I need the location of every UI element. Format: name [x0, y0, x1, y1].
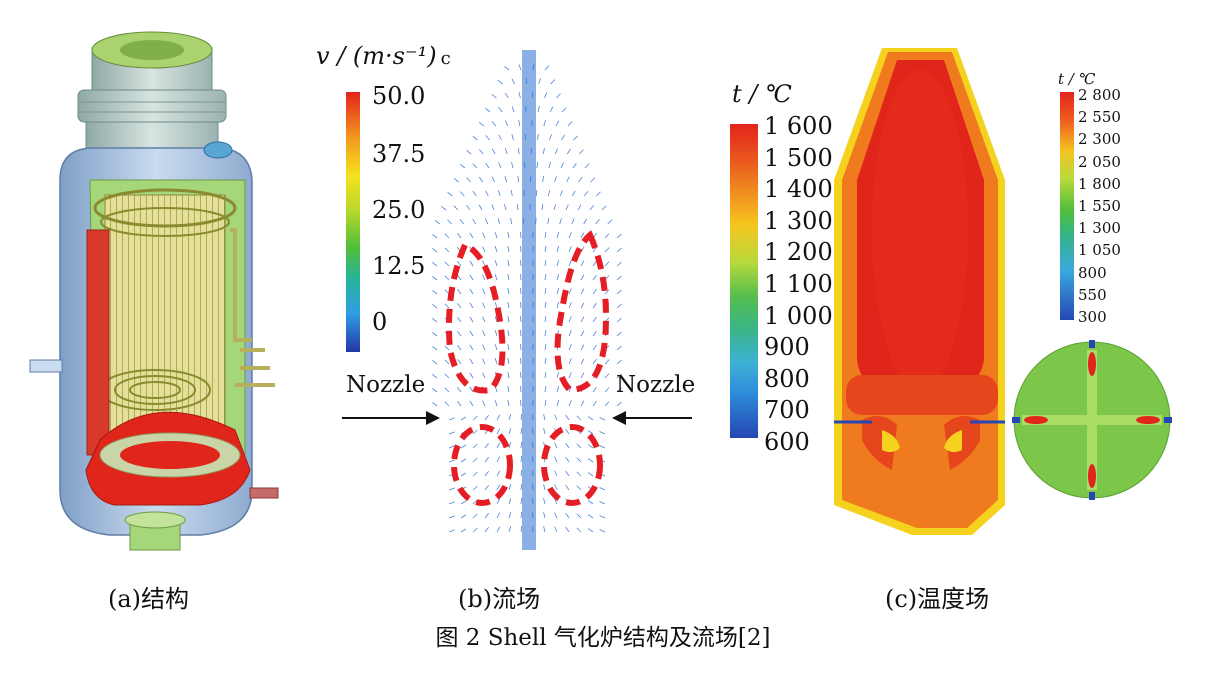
temperature-contour [834, 48, 1172, 535]
temp-main-tick-4: 1 200 [764, 238, 833, 267]
temp-small-colorbar [1060, 92, 1074, 320]
temp-main-tick-9: 700 [764, 396, 810, 425]
temp-main-tick-8: 800 [764, 364, 810, 393]
velocity-tick-4: 0 [372, 308, 388, 336]
velocity-colorbar [346, 92, 360, 352]
gasifier-structure-illustration [29, 31, 279, 551]
temp-main-tick-1: 1 500 [764, 143, 833, 172]
nozzle-label-left: Nozzle [346, 372, 426, 398]
temp-main-tick-10: 600 [764, 428, 810, 456]
velocity-tick-2: 25.0 [372, 196, 426, 224]
velocity-legend-unit: v / (m·s⁻¹) c [316, 42, 451, 70]
temp-main-tick-5: 1 100 [764, 270, 833, 298]
temp-small-tick-9: 550 [1078, 285, 1107, 304]
temp-legend-small-unit: t / ℃ [1058, 70, 1096, 88]
velocity-tick-1: 37.5 [372, 140, 426, 168]
panel-a-structure [20, 30, 310, 560]
temp-legend-main-unit: t / ℃ [732, 80, 792, 108]
temp-main-tick-7: 900 [764, 333, 810, 362]
velocity-vector-field [342, 50, 692, 550]
velocity-tick-3: 12.5 [372, 252, 426, 280]
temp-main-tick-0: 1 600 [764, 112, 833, 140]
nozzle-label-right: Nozzle [616, 372, 696, 398]
velocity-tick-0: 50.0 [372, 82, 426, 110]
figure-title: 图 2 Shell 气化炉结构及流场[2] [435, 625, 771, 651]
temp-small-tick-7: 1 050 [1078, 241, 1121, 260]
temp-main-tick-2: 1 400 [764, 175, 833, 204]
temp-small-tick-0: 2 800 [1078, 86, 1121, 104]
temp-main-tick-3: 1 300 [764, 206, 833, 235]
temp-small-tick-1: 2 550 [1078, 108, 1121, 127]
panel-c-temperature-field: t / ℃ 1 600 1 500 1 400 1 300 1 200 1 100 1 00… [722, 30, 1192, 560]
temp-small-tick-2: 2 300 [1078, 130, 1121, 149]
temp-small-tick-6: 1 300 [1078, 219, 1121, 238]
temp-small-tick-8: 800 [1078, 263, 1107, 282]
caption-panel-b: (b)流场 [458, 585, 541, 613]
temp-main-colorbar [730, 124, 758, 438]
temp-small-tick-5: 1 550 [1078, 197, 1121, 215]
caption-panel-c: (c)温度场 [885, 585, 990, 613]
temp-small-tick-10: 300 [1078, 308, 1107, 326]
temp-small-tick-4: 1 800 [1078, 174, 1121, 193]
temp-main-tick-6: 1 000 [764, 301, 833, 330]
panel-b-flow-field: v / (m·s⁻¹) c 50.0 37.5 25.0 12.5 0 Nozzl… [300, 30, 720, 560]
caption-panel-a: (a)结构 [108, 585, 190, 613]
temp-small-tick-3: 2 050 [1078, 152, 1121, 171]
